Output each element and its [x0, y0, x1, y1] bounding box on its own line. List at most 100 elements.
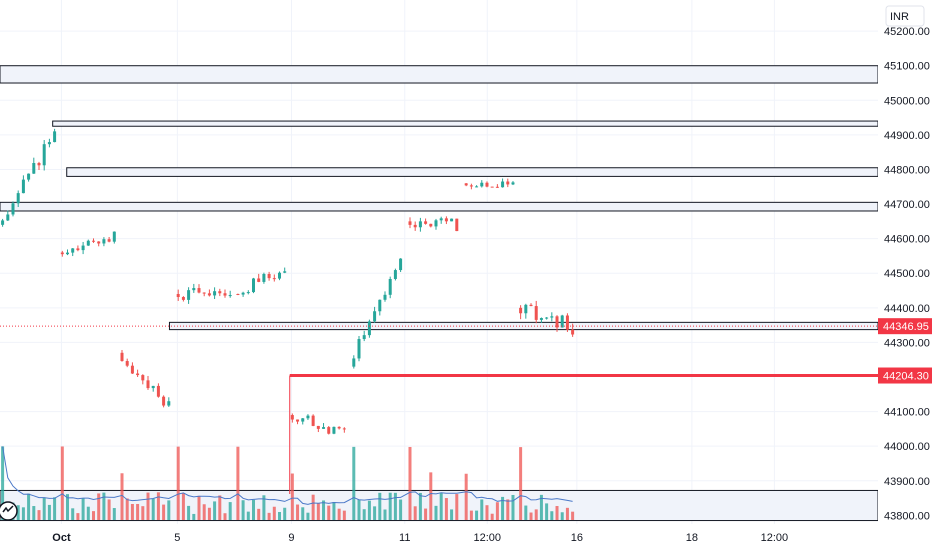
- candle-body[interactable]: [27, 173, 31, 180]
- price-axis-background[interactable]: [878, 0, 932, 524]
- candle-body[interactable]: [545, 317, 549, 319]
- candle-body[interactable]: [136, 373, 140, 376]
- candle-body[interactable]: [197, 288, 201, 293]
- candle-body[interactable]: [571, 329, 575, 335]
- price-axis[interactable]: 45200.00 45100.00 45000.00 44900.00 44800.00…: [878, 26, 932, 522]
- candle-body[interactable]: [501, 181, 505, 188]
- candle-body[interactable]: [490, 186, 494, 188]
- candle-body[interactable]: [511, 182, 515, 185]
- candle-body[interactable]: [322, 427, 326, 429]
- candle-body[interactable]: [399, 258, 403, 271]
- candle-body[interactable]: [327, 427, 331, 434]
- candle-body[interactable]: [555, 316, 559, 328]
- current-price-label[interactable]: 44346.95: [878, 318, 932, 335]
- candle-body[interactable]: [495, 186, 499, 188]
- candle-body[interactable]: [262, 273, 266, 282]
- candle-body[interactable]: [367, 321, 371, 336]
- candle-body[interactable]: [485, 182, 489, 187]
- candle-body[interactable]: [388, 278, 392, 295]
- candle-body[interactable]: [429, 223, 433, 227]
- candle-body[interactable]: [92, 240, 96, 242]
- candle-body[interactable]: [378, 299, 382, 312]
- candle-body[interactable]: [146, 380, 150, 389]
- candle-body[interactable]: [130, 365, 134, 374]
- candle-body[interactable]: [267, 273, 271, 279]
- candle-body[interactable]: [296, 419, 300, 422]
- candle-body[interactable]: [357, 339, 361, 359]
- candle-body[interactable]: [223, 293, 227, 296]
- candle-body[interactable]: [506, 181, 510, 185]
- candle-body[interactable]: [97, 241, 101, 244]
- candle-body[interactable]: [86, 240, 90, 246]
- time-axis-background[interactable]: [0, 524, 878, 550]
- candle-body[interactable]: [102, 239, 106, 244]
- candle-body[interactable]: [162, 396, 166, 406]
- candle-body[interactable]: [290, 415, 294, 420]
- candle-body[interactable]: [151, 385, 155, 389]
- candle-body[interactable]: [301, 418, 305, 422]
- candle-body[interactable]: [455, 218, 459, 232]
- price-zone-rectangle[interactable]: [0, 65, 879, 84]
- price-lines[interactable]: [0, 325, 878, 494]
- candle-body[interactable]: [53, 131, 57, 143]
- candle-body[interactable]: [37, 163, 41, 166]
- candle-body[interactable]: [32, 163, 36, 174]
- candle-body[interactable]: [11, 203, 15, 215]
- candle-body[interactable]: [246, 292, 250, 294]
- candle-body[interactable]: [181, 297, 185, 300]
- candle-body[interactable]: [257, 278, 261, 282]
- candle-body[interactable]: [125, 361, 129, 366]
- candle-body[interactable]: [529, 304, 533, 307]
- candle-body[interactable]: [352, 358, 356, 367]
- candle-body[interactable]: [21, 179, 25, 194]
- candle-body[interactable]: [469, 185, 473, 187]
- candle-body[interactable]: [213, 291, 217, 296]
- candle-body[interactable]: [534, 306, 538, 320]
- candle-body[interactable]: [475, 186, 479, 188]
- candle-body[interactable]: [47, 142, 51, 145]
- candle-body[interactable]: [450, 218, 454, 222]
- candle-body[interactable]: [167, 401, 171, 406]
- candle-body[interactable]: [202, 292, 206, 294]
- candle-body[interactable]: [439, 218, 443, 221]
- candle-body[interactable]: [550, 316, 554, 318]
- candle-body[interactable]: [187, 290, 191, 300]
- candle-body[interactable]: [278, 272, 282, 279]
- candle-body[interactable]: [434, 220, 438, 227]
- price-zone-rectangle[interactable]: [0, 489, 879, 522]
- candle-body[interactable]: [519, 307, 523, 314]
- candle-body[interactable]: [120, 352, 124, 362]
- candle-body[interactable]: [464, 183, 468, 186]
- candle-body[interactable]: [60, 252, 64, 255]
- support-resistance-zones[interactable]: [0, 65, 879, 522]
- candle-body[interactable]: [1, 220, 5, 225]
- candle-body[interactable]: [228, 295, 232, 297]
- candle-body[interactable]: [241, 292, 245, 295]
- candle-body[interactable]: [480, 182, 484, 187]
- candle-body[interactable]: [156, 385, 160, 397]
- candle-body[interactable]: [337, 426, 341, 429]
- candle-body[interactable]: [565, 315, 569, 330]
- candle-body[interactable]: [383, 294, 387, 300]
- candle-body[interactable]: [342, 428, 346, 430]
- currency-badge[interactable]: INR: [885, 5, 925, 27]
- candle-body[interactable]: [207, 293, 211, 296]
- candle-body[interactable]: [71, 248, 75, 253]
- candle-body[interactable]: [141, 375, 145, 381]
- candle-body[interactable]: [332, 426, 336, 434]
- price-zone-rectangle[interactable]: [66, 167, 879, 177]
- candle-body[interactable]: [42, 144, 46, 166]
- candle-body[interactable]: [539, 318, 543, 320]
- candle-body[interactable]: [393, 270, 397, 279]
- candle-body[interactable]: [6, 214, 10, 221]
- candle-body[interactable]: [311, 415, 315, 426]
- candle-body[interactable]: [218, 291, 222, 294]
- price-zone-rectangle[interactable]: [52, 120, 879, 127]
- candle-body[interactable]: [81, 245, 85, 251]
- tradingview-logo-icon[interactable]: [0, 501, 18, 521]
- candle-body[interactable]: [306, 415, 310, 419]
- candle-body[interactable]: [444, 218, 448, 222]
- candle-body[interactable]: [236, 293, 240, 295]
- candle-body[interactable]: [176, 293, 180, 298]
